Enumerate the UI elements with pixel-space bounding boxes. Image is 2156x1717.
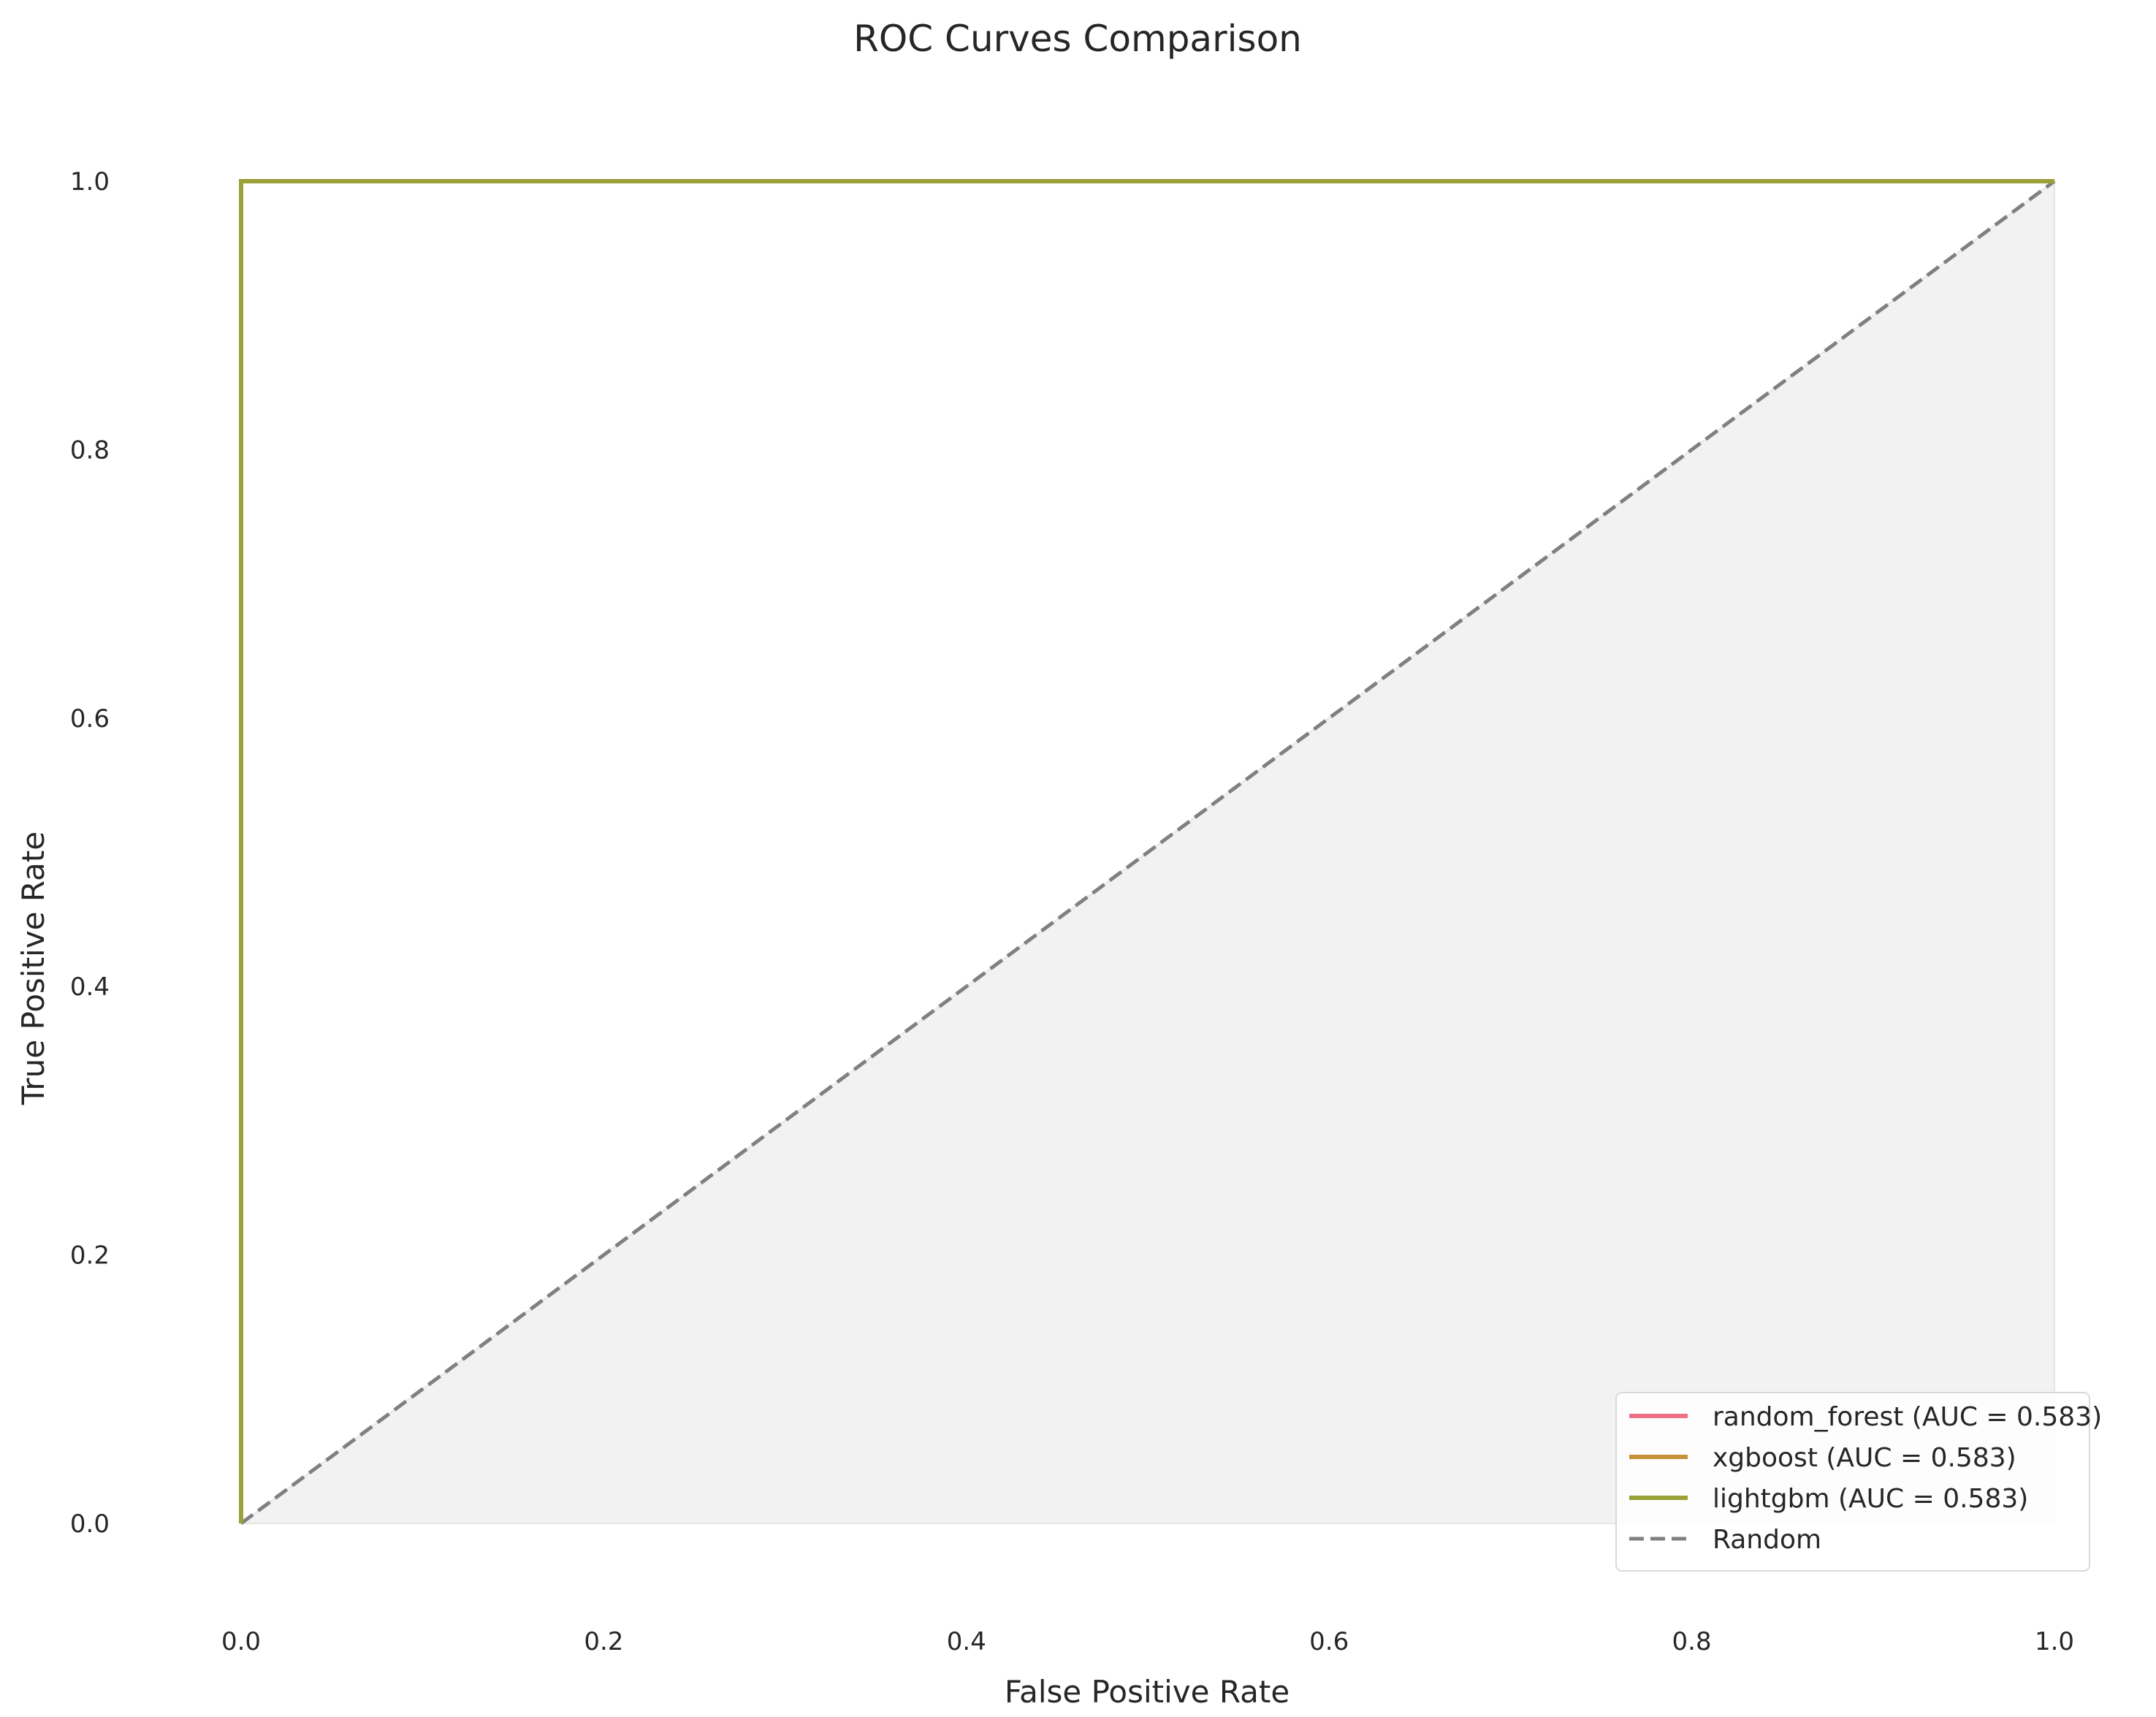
- legend-entry: lightgbm (AUC = 0.583): [1713, 1484, 2028, 1514]
- plot-area: [238, 179, 2056, 1526]
- legend-box: [1615, 1392, 2090, 1572]
- y-tick-label: 0.2: [70, 1241, 110, 1271]
- x-tick-label: 0.8: [1672, 1627, 1712, 1656]
- x-axis-ticks: 0.0 0.2 0.4 0.6 0.8 1.0: [221, 1627, 2074, 1656]
- legend-entry: random_forest (AUC = 0.583): [1713, 1402, 2102, 1432]
- legend-entry: Random: [1713, 1525, 1821, 1555]
- y-tick-label: 1.0: [70, 167, 110, 197]
- x-tick-label: 0.6: [1309, 1627, 1349, 1656]
- series-line-lightgbm: [239, 179, 2054, 1523]
- y-axis-label: True Positive Rate: [15, 831, 51, 1105]
- y-tick-label: 0.4: [70, 972, 110, 1002]
- x-tick-label: 1.0: [2035, 1627, 2074, 1656]
- y-tick-label: 0.6: [70, 704, 110, 734]
- legend: random_forest (AUC = 0.583) xgboost (AUC …: [1615, 1392, 2102, 1572]
- y-tick-label: 0.0: [70, 1509, 110, 1539]
- series-line-random: [240, 179, 2056, 1526]
- y-tick-label: 0.8: [70, 435, 110, 465]
- x-tick-label: 0.0: [221, 1627, 261, 1656]
- x-tick-label: 0.4: [947, 1627, 986, 1656]
- x-axis-label: False Positive Rate: [1005, 1674, 1290, 1710]
- legend-entry: xgboost (AUC = 0.583): [1713, 1443, 2016, 1473]
- chart-title: ROC Curves Comparison: [853, 18, 1302, 60]
- x-tick-label: 0.2: [584, 1627, 623, 1656]
- y-axis-ticks: 0.0 0.2 0.4 0.6 0.8 1.0: [70, 167, 110, 1539]
